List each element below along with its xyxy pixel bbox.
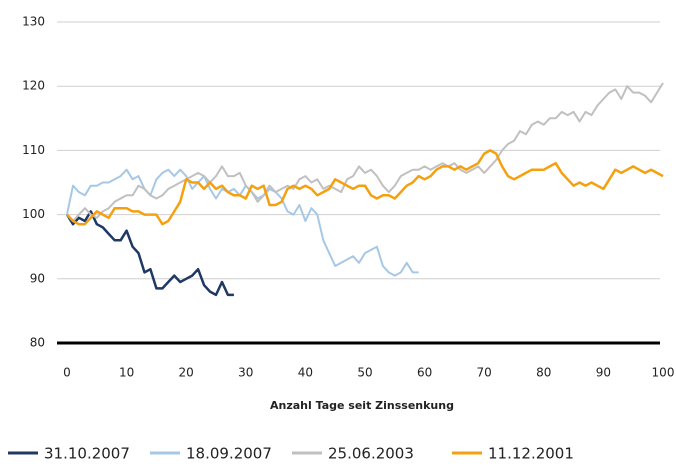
x-tick-label: 60 <box>417 366 432 380</box>
series-line <box>66 82 664 222</box>
legend-label: 25.06.2003 <box>328 445 414 463</box>
x-tick-label: 80 <box>536 366 551 380</box>
y-tick-label: 90 <box>30 271 45 285</box>
legend-label: 11.12.2001 <box>488 445 574 463</box>
x-tick-label: 100 <box>652 366 675 380</box>
y-tick-label: 130 <box>22 15 45 29</box>
x-tick-label: 40 <box>298 366 313 380</box>
y-tick-label: 100 <box>22 207 45 221</box>
y-tick-label: 80 <box>30 336 45 350</box>
x-tick-label: 70 <box>477 366 492 380</box>
x-tick-label: 50 <box>357 366 372 380</box>
legend-label: 31.10.2007 <box>44 445 130 463</box>
x-axis-label: Anzahl Tage seit Zinssenkung <box>270 399 454 412</box>
y-tick-label: 110 <box>22 143 45 157</box>
x-tick-label: 10 <box>119 366 134 380</box>
x-tick-label: 30 <box>238 366 253 380</box>
series-line <box>65 210 234 297</box>
y-tick-label: 120 <box>22 79 45 93</box>
legend-label: 18.09.2007 <box>186 445 272 463</box>
series-line <box>66 149 664 226</box>
x-tick-label: 0 <box>63 366 71 380</box>
x-tick-label: 90 <box>596 366 611 380</box>
x-tick-label: 20 <box>179 366 194 380</box>
series-line <box>66 168 419 277</box>
